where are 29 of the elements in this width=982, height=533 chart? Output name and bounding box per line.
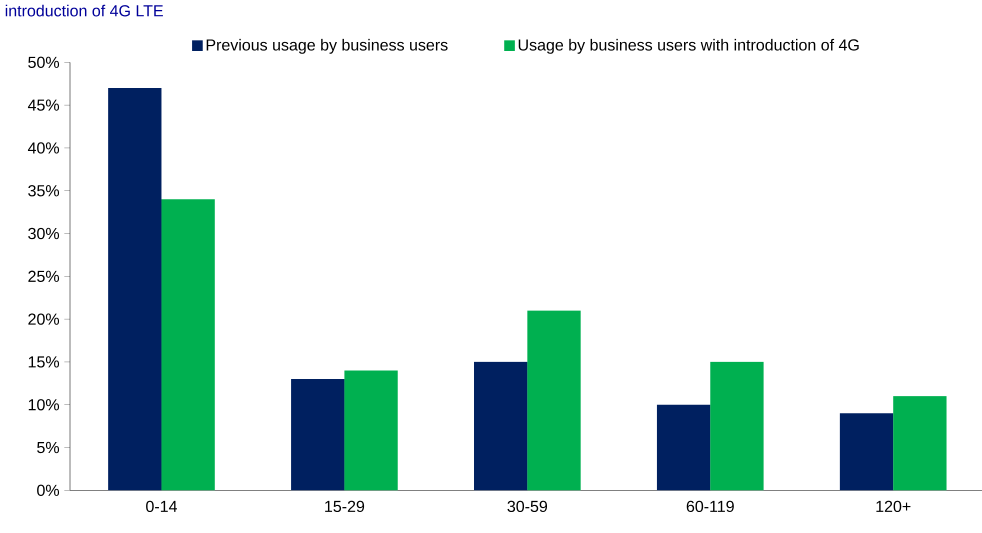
y-tick-label: 10%	[28, 399, 60, 410]
y-tick-label: 30%	[28, 228, 60, 240]
legend-label: Usage by business users with introduction of 4G	[518, 38, 859, 54]
bar	[344, 370, 398, 490]
bar	[840, 413, 894, 490]
bar	[161, 199, 215, 490]
y-tick-label: 20%	[28, 313, 60, 325]
y-tick-label: 5%	[37, 442, 60, 454]
chart-title: introduction of 4G LTE	[6, 4, 163, 16]
x-tick-label: 60-119	[686, 500, 734, 512]
bar	[893, 396, 947, 490]
y-tick-label: 0%	[37, 484, 60, 496]
bar	[710, 362, 764, 490]
y-tick-label: 35%	[28, 185, 60, 196]
x-tick-label: 15-29	[325, 500, 364, 512]
x-tick-label: 120+	[876, 500, 910, 512]
y-tick-label: 40%	[28, 142, 60, 154]
bar	[108, 88, 162, 490]
bar	[527, 310, 581, 490]
y-tick-label: 45%	[28, 100, 60, 111]
bar	[656, 404, 710, 490]
bar	[474, 362, 528, 490]
y-tick-label: 25%	[28, 270, 60, 282]
legend-label: Previous usage by business users	[206, 38, 448, 54]
y-tick-label: 50%	[28, 56, 60, 68]
y-tick-label: 15%	[28, 356, 60, 368]
x-tick-label: 0-14	[146, 500, 178, 512]
x-tick-label: 30-59	[507, 500, 548, 512]
bar	[291, 379, 344, 490]
